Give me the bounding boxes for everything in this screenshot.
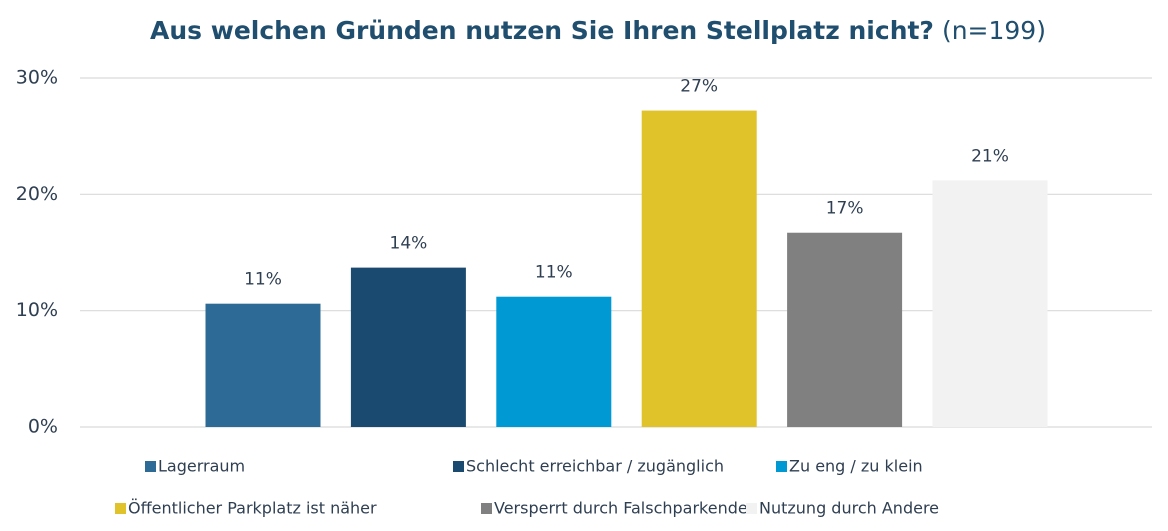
legend-swatch (776, 461, 787, 472)
value-label: 27% (680, 77, 718, 97)
bar (350, 267, 466, 427)
chart-title: Aus welchen Gründen nutzen Sie Ihren Ste… (150, 16, 934, 45)
legend-swatch (145, 461, 156, 472)
y-tick-label: 10% (16, 299, 58, 321)
chart-title-group: Aus welchen Gründen nutzen Sie Ihren Ste… (150, 16, 1046, 45)
legend-label: Versperrt durch Falschparkende (494, 499, 748, 518)
legend-swatch (453, 461, 464, 472)
legend-label: Zu eng / zu klein (789, 457, 923, 476)
bar (641, 110, 757, 427)
legend-swatch (746, 503, 757, 514)
value-label: 17% (826, 199, 864, 219)
legend-label: Öffentlicher Parkplatz ist näher (128, 499, 377, 518)
bar (205, 303, 321, 427)
value-label: 11% (244, 270, 282, 290)
value-label: 11% (535, 263, 573, 283)
y-tick-label: 20% (16, 183, 58, 205)
y-tick-label: 30% (16, 67, 58, 89)
legend-swatch (115, 503, 126, 514)
value-label: 14% (390, 234, 428, 254)
y-tick-label: 0% (28, 416, 58, 438)
legend-label: Schlecht erreichbar / zugänglich (466, 457, 724, 476)
bar (932, 180, 1048, 427)
bar (787, 232, 903, 427)
legend-label: Lagerraum (158, 457, 245, 476)
chart-subtitle: (n=199) (942, 16, 1046, 45)
value-label: 21% (971, 146, 1009, 166)
legend-swatch (481, 503, 492, 514)
legend-label: Nutzung durch Andere (759, 499, 939, 518)
bar (496, 296, 612, 427)
